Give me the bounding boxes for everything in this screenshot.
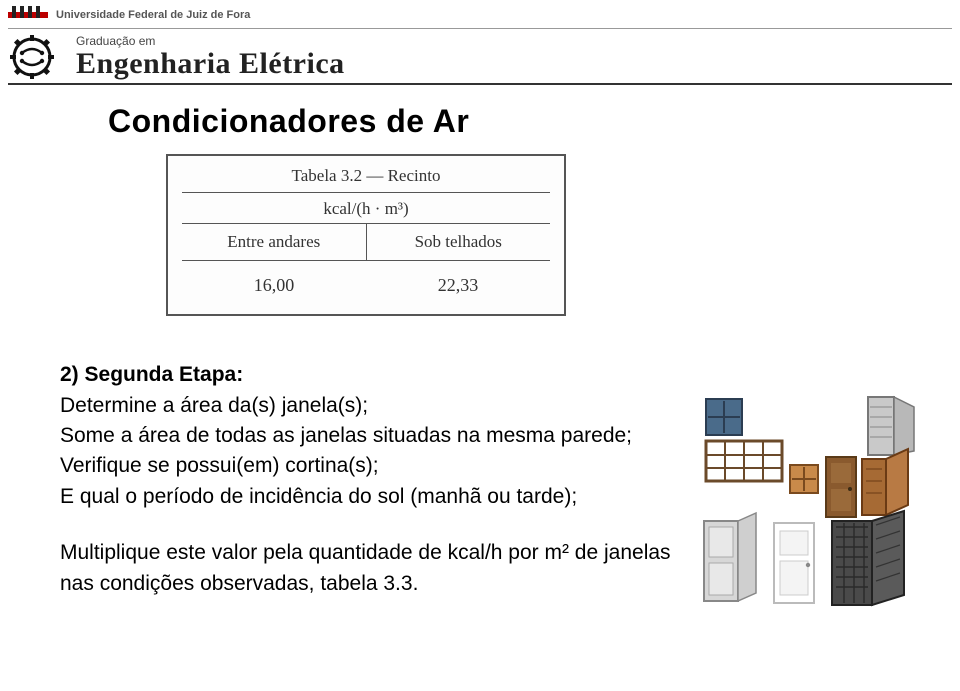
table-unit: kcal/(h · m³): [182, 192, 550, 223]
step-line-2: Some a área de todas as janelas situadas…: [60, 421, 700, 451]
step-paragraph-2: Multiplique este valor pela quantidade d…: [60, 538, 700, 599]
step-line-3: Verifique se possui(em) cortina(s);: [60, 451, 700, 481]
table-caption: Tabela 3.2 — Recinto: [182, 166, 550, 186]
slide-content: Condicionadores de Ar Tabela 3.2 — Recin…: [0, 85, 960, 599]
table-col2-value: 22,33: [366, 261, 550, 296]
step-line-1: Determine a área da(s) janela(s);: [60, 391, 700, 421]
windows-doors-collage: [698, 393, 918, 613]
table-col1-header: Entre andares: [182, 224, 367, 260]
table-col2-header: Sob telhados: [367, 224, 551, 260]
step-heading: 2) Segunda Etapa:: [60, 363, 243, 386]
course-name: Engenharia Elétrica: [76, 48, 345, 80]
university-name: Universidade Federal de Juiz de Fora: [56, 9, 250, 21]
windows-doors-icon: [698, 393, 918, 613]
course-row: Graduação em Engenharia Elétrica: [8, 29, 952, 85]
table-headers: Entre andares Sob telhados: [182, 223, 550, 261]
ufjf-logo-icon: [8, 4, 48, 26]
gear-logo-icon: [10, 35, 66, 79]
course-text-block: Graduação em Engenharia Elétrica: [76, 35, 345, 79]
page-title: Condicionadores de Ar: [108, 103, 920, 140]
recinto-table: Tabela 3.2 — Recinto kcal/(h · m³) Entre…: [166, 154, 566, 316]
grad-line: Graduação em: [76, 35, 345, 48]
step-line-4: E qual o período de incidência do sol (m…: [60, 482, 700, 512]
table-values: 16,00 22,33: [182, 261, 550, 296]
table-col1-value: 16,00: [182, 261, 366, 296]
page-header: Universidade Federal de Juiz de Fora Gra…: [0, 0, 960, 85]
university-row: Universidade Federal de Juiz de Fora: [8, 4, 952, 29]
body-text: 2) Segunda Etapa: Determine a área da(s)…: [60, 360, 700, 599]
